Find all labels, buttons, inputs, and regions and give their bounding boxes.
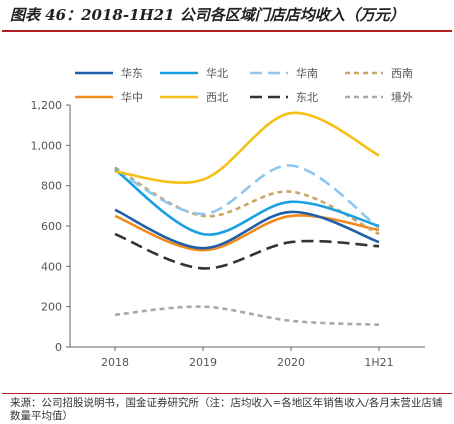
legend-label: 华南 <box>296 66 318 80</box>
series-line-2 <box>114 168 380 236</box>
legend-label: 境外 <box>391 90 413 104</box>
series-line-7 <box>114 232 380 270</box>
title-divider <box>2 30 452 32</box>
series-line-1 <box>114 208 380 250</box>
source-divider <box>2 393 452 394</box>
legend-label: 东北 <box>296 91 318 104</box>
y-tick-label: 200 <box>41 301 62 314</box>
y-tick-label: 0 <box>55 341 62 354</box>
series-line-8 <box>114 305 380 327</box>
legend-label: 西北 <box>206 91 228 104</box>
y-tick-label: 1,000 <box>31 139 63 152</box>
figure-title: 图表 46：2018-1H21 公司各区域门店店均收入（万元） <box>10 6 405 24</box>
series-line-3 <box>114 164 380 230</box>
series-line-5 <box>114 214 380 252</box>
series-line-6 <box>114 111 380 184</box>
legend-label: 华中 <box>121 90 143 104</box>
legend-label: 西南 <box>391 67 413 80</box>
x-tick-label: 2018 <box>101 356 129 369</box>
y-tick-label: 600 <box>41 220 62 233</box>
y-tick-label: 1,200 <box>31 99 63 112</box>
y-tick-label: 800 <box>41 180 62 193</box>
x-tick-label: 2020 <box>277 356 305 369</box>
legend-label: 华北 <box>206 66 228 80</box>
source-note: 来源：公司招股说明书，国金证券研究所（注：店均收入=各地区年销售收入/各月末营业… <box>10 397 443 422</box>
y-tick-label: 400 <box>41 260 62 273</box>
x-tick-label: 2019 <box>189 356 217 369</box>
x-tick-label: 1H21 <box>364 356 393 369</box>
legend-label: 华东 <box>121 66 143 80</box>
